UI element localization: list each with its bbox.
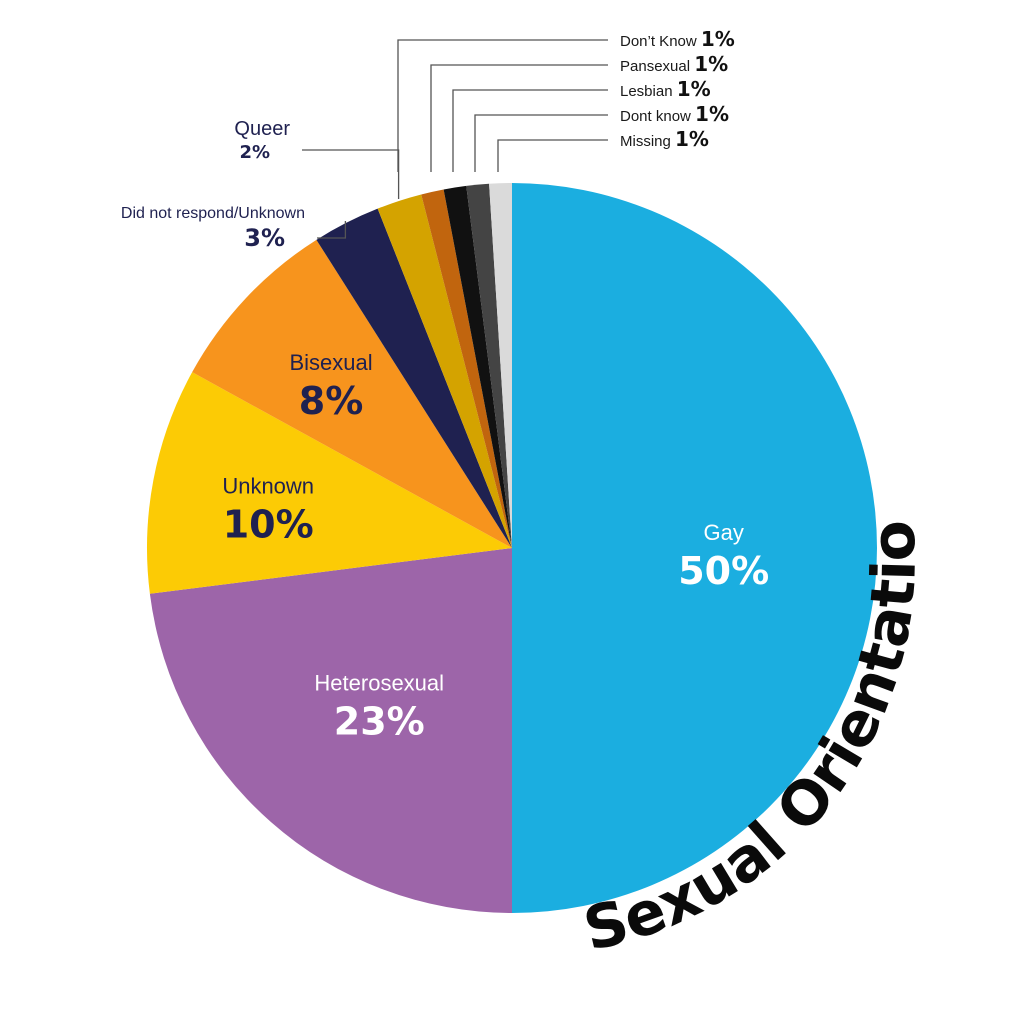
slice-pct-lesbian: 1% [677, 77, 711, 101]
pie-slice-unknown [147, 372, 513, 594]
slice-label-bisexual: Bisexual [289, 350, 372, 375]
pie-slice-pansexual [421, 189, 512, 548]
pie-slice-bisexual [192, 239, 512, 548]
slice-pct-queer: 2% [239, 142, 270, 163]
slice-pct-did-not-respond-unknown: 3% [244, 224, 285, 252]
labels-layer: Gay 50% Heterosexual 23% Unknown 10% Bisexual 8… [121, 27, 769, 744]
slice-label-missing: Missing 1% [620, 127, 709, 151]
pie-slice-queer [377, 194, 512, 548]
leader-lines-layer [302, 39, 608, 239]
slice-pct-don-t-know: 1% [701, 27, 735, 51]
slice-pct-bisexual: 8% [299, 379, 364, 423]
leader-line-queer [302, 149, 400, 199]
leader-line-don-t-know [397, 39, 608, 172]
leader-line-pansexual [430, 64, 608, 172]
pie-slice-heterosexual [149, 548, 512, 913]
slice-label-pansexual: Pansexual 1% [620, 52, 728, 76]
slice-pct-unknown: 10% [223, 502, 314, 546]
leader-line-did-not-respond-unknown [317, 221, 347, 239]
slice-pct-dont-know: 1% [695, 102, 729, 126]
slice-label-did-not-respond-unknown: Did not respond/Unknown [121, 205, 305, 222]
leader-line-lesbian [452, 89, 608, 172]
slice-pct-pansexual: 1% [694, 52, 728, 76]
slice-label-heterosexual: Heterosexual [314, 671, 444, 696]
slice-pct-heterosexual: 23% [334, 700, 425, 744]
pie-slice-dont-know [466, 183, 512, 548]
leader-line-missing [497, 139, 608, 172]
slice-pct-gay: 50% [678, 549, 769, 593]
slice-label-queer: Queer [234, 118, 290, 140]
slices-layer [147, 183, 877, 913]
pie-slice-gay [512, 183, 877, 913]
pie-slice-did-not-respond-unknown [316, 208, 512, 548]
leader-line-dont-know [474, 114, 608, 172]
slice-label-dont-know: Dont know 1% [620, 102, 729, 126]
slice-label-lesbian: Lesbian 1% [620, 77, 711, 101]
pie-slice-lesbian [443, 185, 512, 548]
slice-label-gay: Gay [704, 520, 744, 545]
pie-slice-missing [489, 183, 512, 548]
slice-pct-missing: 1% [675, 127, 709, 151]
slice-label-don-t-know: Don’t Know 1% [620, 27, 735, 51]
slice-label-unknown: Unknown [222, 473, 314, 498]
